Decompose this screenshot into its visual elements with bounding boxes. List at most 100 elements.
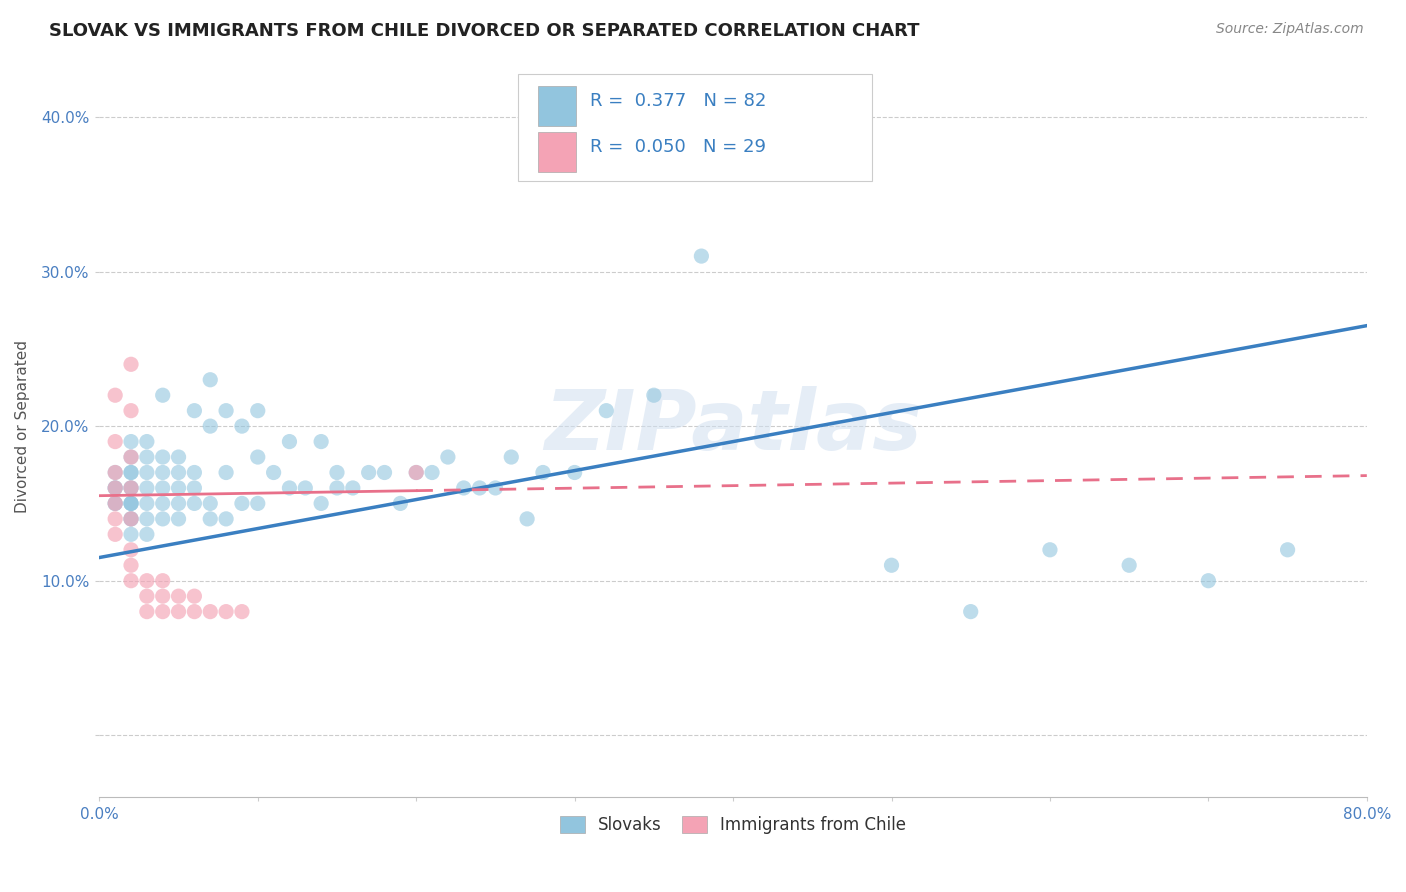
- Point: [231, 605, 253, 619]
- Point: [215, 403, 238, 417]
- Point: [373, 466, 395, 480]
- Point: [246, 450, 269, 464]
- FancyBboxPatch shape: [538, 131, 576, 171]
- Point: [1197, 574, 1219, 588]
- Point: [104, 496, 127, 510]
- Point: [468, 481, 491, 495]
- Point: [120, 450, 142, 464]
- Point: [120, 496, 142, 510]
- Text: Source: ZipAtlas.com: Source: ZipAtlas.com: [1216, 22, 1364, 37]
- Point: [135, 527, 157, 541]
- Point: [135, 434, 157, 449]
- Point: [1039, 542, 1062, 557]
- Point: [183, 466, 205, 480]
- Point: [183, 403, 205, 417]
- Point: [104, 512, 127, 526]
- Point: [215, 512, 238, 526]
- Point: [120, 512, 142, 526]
- Point: [104, 466, 127, 480]
- Point: [104, 481, 127, 495]
- FancyBboxPatch shape: [517, 74, 873, 181]
- Point: [263, 466, 285, 480]
- Point: [595, 403, 617, 417]
- Point: [120, 574, 142, 588]
- Point: [120, 357, 142, 371]
- Y-axis label: Divorced or Separated: Divorced or Separated: [15, 340, 30, 513]
- Legend: Slovaks, Immigrants from Chile: Slovaks, Immigrants from Chile: [553, 809, 912, 841]
- Point: [200, 419, 222, 434]
- Point: [135, 466, 157, 480]
- Point: [152, 388, 174, 402]
- Point: [135, 512, 157, 526]
- Text: SLOVAK VS IMMIGRANTS FROM CHILE DIVORCED OR SEPARATED CORRELATION CHART: SLOVAK VS IMMIGRANTS FROM CHILE DIVORCED…: [49, 22, 920, 40]
- Point: [453, 481, 475, 495]
- Point: [531, 466, 554, 480]
- Point: [437, 450, 460, 464]
- Point: [104, 466, 127, 480]
- Point: [200, 512, 222, 526]
- Point: [564, 466, 586, 480]
- Point: [167, 589, 190, 603]
- Point: [200, 373, 222, 387]
- Point: [135, 574, 157, 588]
- Point: [120, 512, 142, 526]
- Point: [215, 605, 238, 619]
- Point: [120, 481, 142, 495]
- Point: [167, 512, 190, 526]
- Point: [120, 434, 142, 449]
- Point: [278, 481, 301, 495]
- Point: [167, 481, 190, 495]
- Point: [167, 450, 190, 464]
- Point: [104, 496, 127, 510]
- Point: [326, 481, 349, 495]
- Text: R =  0.377   N = 82: R = 0.377 N = 82: [591, 92, 766, 110]
- Point: [152, 589, 174, 603]
- Text: R =  0.050   N = 29: R = 0.050 N = 29: [591, 138, 766, 156]
- Point: [246, 403, 269, 417]
- Point: [215, 466, 238, 480]
- Point: [278, 434, 301, 449]
- Point: [135, 450, 157, 464]
- Point: [342, 481, 364, 495]
- Point: [643, 388, 665, 402]
- Point: [959, 605, 981, 619]
- Point: [1118, 558, 1140, 573]
- Point: [516, 512, 538, 526]
- Point: [152, 574, 174, 588]
- Point: [183, 589, 205, 603]
- Point: [501, 450, 523, 464]
- Point: [246, 496, 269, 510]
- Point: [135, 605, 157, 619]
- Point: [326, 466, 349, 480]
- Point: [357, 466, 380, 480]
- Point: [405, 466, 427, 480]
- Point: [120, 558, 142, 573]
- Point: [200, 496, 222, 510]
- Point: [120, 527, 142, 541]
- Point: [152, 481, 174, 495]
- Point: [135, 496, 157, 510]
- Point: [880, 558, 903, 573]
- Point: [690, 249, 713, 263]
- Point: [309, 496, 332, 510]
- Point: [104, 481, 127, 495]
- Point: [200, 605, 222, 619]
- Point: [120, 466, 142, 480]
- Point: [104, 496, 127, 510]
- Point: [167, 466, 190, 480]
- Point: [167, 605, 190, 619]
- Point: [152, 466, 174, 480]
- Point: [167, 496, 190, 510]
- Point: [231, 419, 253, 434]
- Point: [120, 450, 142, 464]
- Point: [120, 496, 142, 510]
- Point: [120, 403, 142, 417]
- Point: [120, 481, 142, 495]
- Point: [405, 466, 427, 480]
- Point: [120, 466, 142, 480]
- Point: [420, 466, 443, 480]
- Point: [120, 496, 142, 510]
- Point: [183, 605, 205, 619]
- Point: [294, 481, 316, 495]
- Point: [152, 450, 174, 464]
